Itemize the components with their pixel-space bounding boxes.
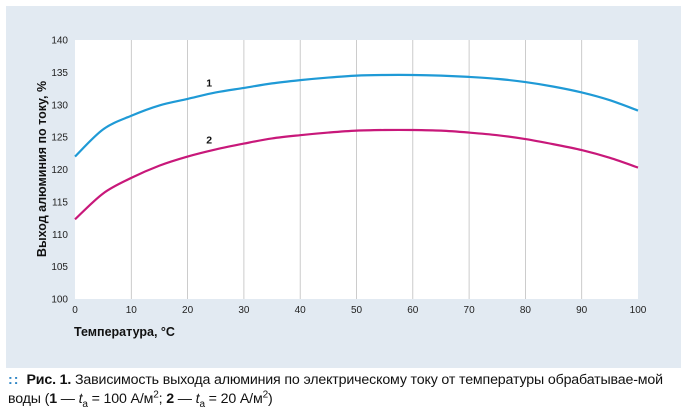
figure-panel: 0 10 20 30 40 50 60 70 80 90 100 100 105 110 115 120 12… — [6, 6, 681, 368]
y-tick-label: 100 — [51, 295, 68, 306]
caption-series1-value: = 100 А/м — [87, 391, 154, 407]
caption-series2-value: = 20 А/м — [204, 391, 263, 407]
caption-variable: t — [78, 391, 83, 407]
caption-text: Зависимость выхода алюминия по электриче… — [8, 372, 663, 407]
y-axis-label: Выход алюминия по току, % — [35, 81, 49, 257]
caption-superscript: 2 — [262, 389, 269, 401]
y-tick-label: 130 — [51, 100, 68, 111]
chart: 0 10 20 30 40 50 60 70 80 90 100 10010511011512012… — [35, 36, 647, 340]
y-tick-label: 105 — [51, 262, 68, 273]
caption-subscript: a — [82, 398, 88, 410]
caption-separator: ; — [158, 391, 167, 407]
x-tick-label: 100 — [630, 305, 647, 316]
y-tick-label: 115 — [52, 197, 68, 208]
caption-marker-icon: :: — [8, 372, 20, 388]
caption-series2-number: 2 — [166, 391, 175, 407]
caption-end: ) — [267, 391, 273, 407]
x-tick-label: 30 — [238, 305, 250, 316]
x-tick-label: 70 — [464, 305, 476, 316]
x-tick-label: 0 — [72, 305, 78, 316]
y-tick-label: 140 — [51, 36, 68, 47]
x-tick-label: 60 — [407, 305, 419, 316]
x-tick-label: 20 — [182, 305, 194, 316]
series-1-label: 1 — [206, 77, 212, 89]
y-tick-label: 110 — [52, 230, 68, 241]
x-tick-label: 10 — [126, 305, 138, 316]
y-tick-label: 125 — [51, 133, 68, 144]
x-tick-label: 80 — [520, 305, 532, 316]
caption-dash: — — [56, 391, 79, 407]
caption-superscript: 2 — [153, 389, 159, 401]
series-2-line — [74, 128, 639, 221]
caption-variable: t — [195, 391, 200, 407]
series-1-line — [74, 73, 639, 158]
x-tick-label: 50 — [351, 305, 363, 316]
x-tick-label: 90 — [576, 305, 588, 316]
caption-subscript: a — [199, 398, 205, 410]
caption-dash: — — [174, 391, 196, 407]
y-tick-label: 120 — [51, 165, 68, 176]
x-tick-label: 40 — [295, 305, 307, 316]
y-tick-label: 135 — [51, 68, 68, 79]
x-axis-label: Температура, °С — [74, 325, 175, 339]
caption-prefix: Рис. 1. — [26, 372, 72, 388]
series-2-label: 2 — [206, 134, 212, 146]
figure-caption: :: Рис. 1. Зависимость выхода алюминия по… — [8, 371, 684, 409]
caption-series1-number: 1 — [49, 391, 57, 407]
